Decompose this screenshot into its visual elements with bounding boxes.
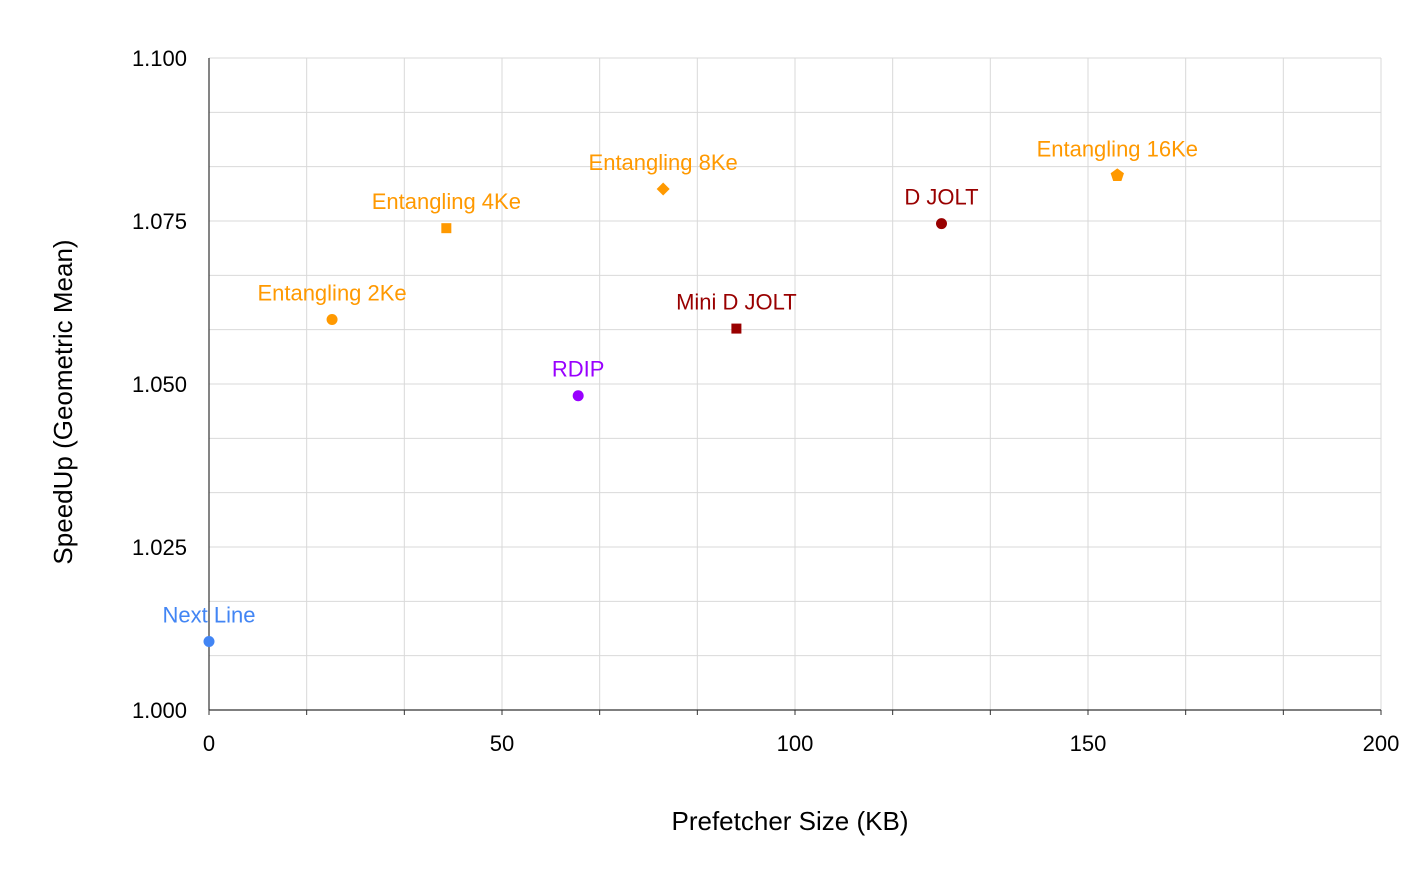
y-tick-label: 1.025 (132, 535, 187, 560)
x-tick-label: 200 (1363, 731, 1400, 756)
y-tick-label: 1.000 (132, 698, 187, 723)
data-point (572, 390, 584, 402)
data-point (656, 182, 670, 196)
grid (209, 57, 1382, 710)
x-tick-label: 150 (1070, 731, 1107, 756)
tick-labels: 0 50 100 150 200 1.000 1.025 1.050 1.075 1.100 (132, 46, 1399, 756)
data-label: Entangling 2Ke (257, 280, 406, 305)
data-point (731, 323, 742, 334)
data-point (203, 636, 215, 648)
data-points (203, 168, 1124, 648)
y-tick-label: 1.100 (132, 46, 187, 71)
axes (208, 58, 1382, 715)
x-tick-label: 0 (203, 731, 215, 756)
data-label: Entangling 4Ke (372, 189, 521, 214)
point-labels: Next Line Entangling 2Ke Entangling 4Ke RDI… (163, 136, 1199, 627)
y-tick-label: 1.050 (132, 372, 187, 397)
y-tick-label: 1.075 (132, 209, 187, 234)
data-label: Entangling 8Ke (589, 150, 738, 175)
data-label: Next Line (163, 603, 256, 628)
data-label: D JOLT (904, 185, 978, 210)
data-label: Entangling 16Ke (1037, 136, 1198, 161)
data-point (441, 223, 452, 234)
data-label: RDIP (552, 357, 605, 382)
x-tick-label: 100 (777, 731, 814, 756)
data-point (326, 313, 338, 325)
y-axis-title: SpeedUp (Geometric Mean) (48, 239, 78, 564)
data-point (1110, 168, 1124, 182)
data-label: Mini D JOLT (676, 290, 797, 315)
x-axis-title: Prefetcher Size (KB) (672, 806, 909, 836)
data-point (936, 218, 947, 230)
x-tick-label: 50 (490, 731, 514, 756)
